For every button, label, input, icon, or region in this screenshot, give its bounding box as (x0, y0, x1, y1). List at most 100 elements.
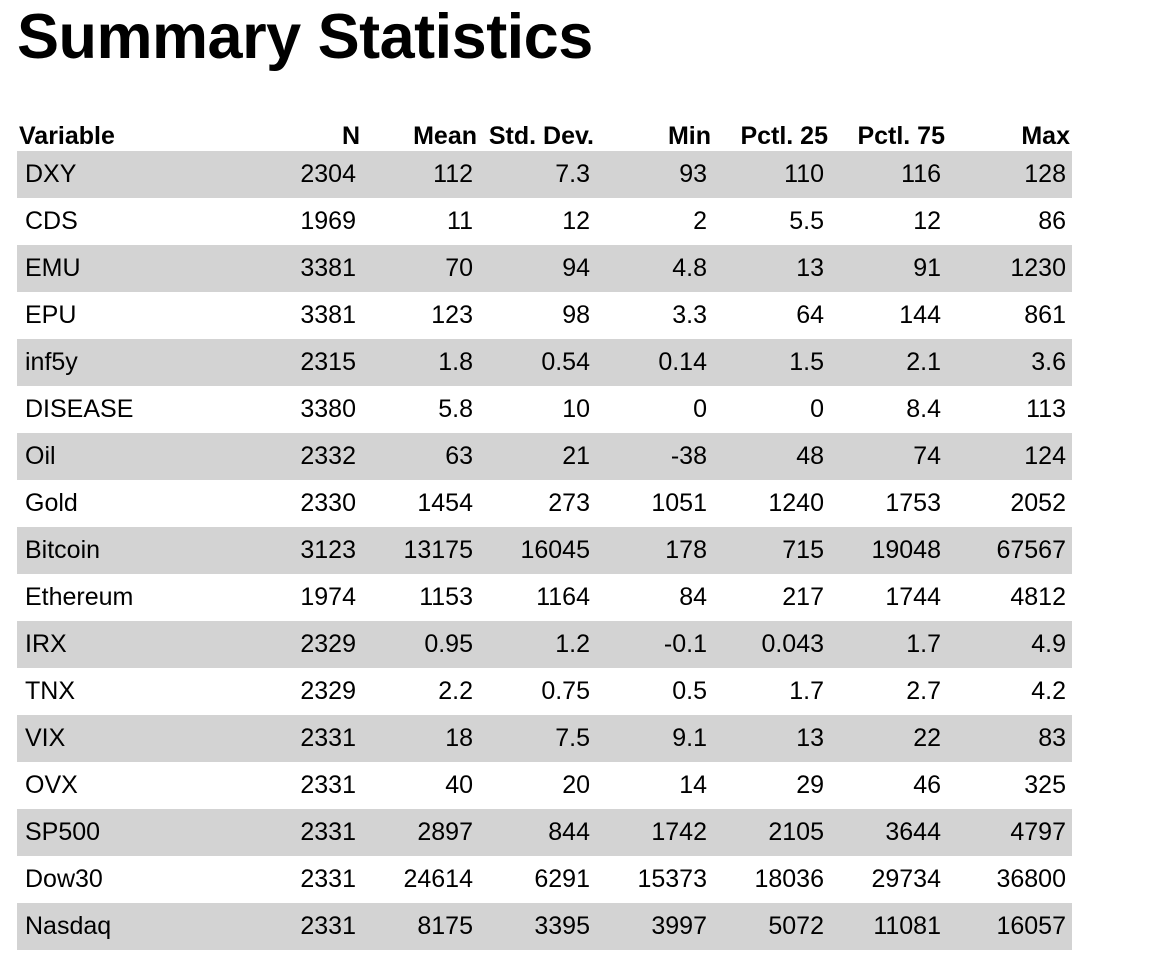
table-cell-mean: 2.2 (362, 668, 479, 715)
table-row: Oil 2332 63 21 -38 48 74 124 (17, 433, 1072, 480)
row-label: inf5y (17, 339, 245, 386)
table-cell-mean: 5.8 (362, 386, 479, 433)
table-cell-n: 2329 (245, 621, 362, 668)
column-header-mean: Mean (413, 122, 477, 150)
table-cell-max: 36800 (947, 856, 1072, 903)
table-cell-min: 178 (596, 527, 713, 574)
table-cell-std-dev: 16045 (479, 527, 596, 574)
table-cell-pctl-25: 5.5 (713, 198, 830, 245)
table-cell-pctl-75: 12 (830, 198, 947, 245)
table-cell-max: 124 (947, 433, 1072, 480)
table-cell-pctl-25: 18036 (713, 856, 830, 903)
table-row: DISEASE 3380 5.8 10 0 0 8.4 113 (17, 386, 1072, 433)
table-cell-pctl-25: 1.5 (713, 339, 830, 386)
table-cell-n: 2304 (245, 151, 362, 198)
table-cell-pctl-75: 1.7 (830, 621, 947, 668)
column-header-min: Min (667, 122, 711, 150)
table-cell-max: 861 (947, 292, 1072, 339)
table-row: DXY 2304 112 7.3 93 110 116 128 (17, 151, 1072, 198)
table-header-row: Variable N Mean Std. Dev. Min Pctl. 25 Pctl. 7… (17, 116, 1072, 151)
table-cell-n: 2331 (245, 903, 362, 950)
page-title: Summary Statistics (17, 2, 593, 72)
table-cell-mean: 8175 (362, 903, 479, 950)
table-cell-pctl-25: 64 (713, 292, 830, 339)
table-cell-pctl-25: 0.043 (713, 621, 830, 668)
table-cell-std-dev: 98 (479, 292, 596, 339)
table-cell-max: 4.9 (947, 621, 1072, 668)
column-header-std-dev: Std. Dev. (488, 122, 594, 150)
table-body: DXY 2304 112 7.3 93 110 116 128 CDS 1969 11 12 2 5.5 1… (17, 151, 1072, 950)
column-header-max: Max (1021, 122, 1070, 150)
table-cell-pctl-75: 1753 (830, 480, 947, 527)
table-cell-n: 2331 (245, 715, 362, 762)
table-cell-pctl-75: 29734 (830, 856, 947, 903)
row-label: Nasdaq (17, 903, 245, 950)
table-cell-pctl-25: 1.7 (713, 668, 830, 715)
table-cell-std-dev: 12 (479, 198, 596, 245)
table-cell-n: 2330 (245, 480, 362, 527)
table-cell-pctl-25: 5072 (713, 903, 830, 950)
table-cell-pctl-75: 144 (830, 292, 947, 339)
table-cell-mean: 1454 (362, 480, 479, 527)
column-header-pctl-75: Pctl. 75 (857, 122, 945, 150)
table-cell-min: 0 (596, 386, 713, 433)
table-cell-min: 1051 (596, 480, 713, 527)
table-cell-n: 2315 (245, 339, 362, 386)
table-cell-mean: 24614 (362, 856, 479, 903)
column-header-variable: Variable (19, 122, 115, 150)
table-cell-max: 4812 (947, 574, 1072, 621)
row-label: VIX (17, 715, 245, 762)
table-cell-pctl-75: 22 (830, 715, 947, 762)
row-label: Oil (17, 433, 245, 480)
table-cell-pctl-75: 1744 (830, 574, 947, 621)
table-cell-std-dev: 7.3 (479, 151, 596, 198)
table-cell-mean: 1153 (362, 574, 479, 621)
table-cell-std-dev: 10 (479, 386, 596, 433)
table-cell-max: 2052 (947, 480, 1072, 527)
table-row: EMU 3381 70 94 4.8 13 91 1230 (17, 245, 1072, 292)
table-row: Dow30 2331 24614 6291 15373 18036 29734 36800 (17, 856, 1072, 903)
table-cell-mean: 112 (362, 151, 479, 198)
table-cell-n: 2331 (245, 856, 362, 903)
table-cell-n: 1969 (245, 198, 362, 245)
table-cell-mean: 0.95 (362, 621, 479, 668)
table-cell-pctl-25: 0 (713, 386, 830, 433)
row-label: Ethereum (17, 574, 245, 621)
table-cell-min: 4.8 (596, 245, 713, 292)
table-cell-pctl-75: 116 (830, 151, 947, 198)
table-row: OVX 2331 40 20 14 29 46 325 (17, 762, 1072, 809)
table-cell-max: 4.2 (947, 668, 1072, 715)
row-label: TNX (17, 668, 245, 715)
table-cell-min: 14 (596, 762, 713, 809)
table-cell-max: 325 (947, 762, 1072, 809)
row-label: SP500 (17, 809, 245, 856)
table-row: Nasdaq 2331 8175 3395 3997 5072 11081 16057 (17, 903, 1072, 950)
table-cell-n: 3380 (245, 386, 362, 433)
table-cell-std-dev: 0.54 (479, 339, 596, 386)
table-row: CDS 1969 11 12 2 5.5 12 86 (17, 198, 1072, 245)
table-cell-max: 113 (947, 386, 1072, 433)
table-cell-mean: 40 (362, 762, 479, 809)
table-cell-max: 4797 (947, 809, 1072, 856)
table-row: IRX 2329 0.95 1.2 -0.1 0.043 1.7 4.9 (17, 621, 1072, 668)
table-cell-pctl-25: 48 (713, 433, 830, 480)
table-cell-pctl-75: 8.4 (830, 386, 947, 433)
table-cell-min: 15373 (596, 856, 713, 903)
table-cell-min: 9.1 (596, 715, 713, 762)
table-cell-pctl-25: 110 (713, 151, 830, 198)
table-row: SP500 2331 2897 844 1742 2105 3644 4797 (17, 809, 1072, 856)
table-cell-min: 93 (596, 151, 713, 198)
table-cell-std-dev: 7.5 (479, 715, 596, 762)
table-cell-max: 67567 (947, 527, 1072, 574)
row-label: IRX (17, 621, 245, 668)
row-label: CDS (17, 198, 245, 245)
row-label: EPU (17, 292, 245, 339)
table-cell-max: 3.6 (947, 339, 1072, 386)
table-cell-std-dev: 1164 (479, 574, 596, 621)
table-cell-std-dev: 1.2 (479, 621, 596, 668)
table-cell-mean: 63 (362, 433, 479, 480)
table-cell-pctl-75: 19048 (830, 527, 947, 574)
table-cell-n: 2331 (245, 809, 362, 856)
table-cell-min: -0.1 (596, 621, 713, 668)
table-row: inf5y 2315 1.8 0.54 0.14 1.5 2.1 3.6 (17, 339, 1072, 386)
